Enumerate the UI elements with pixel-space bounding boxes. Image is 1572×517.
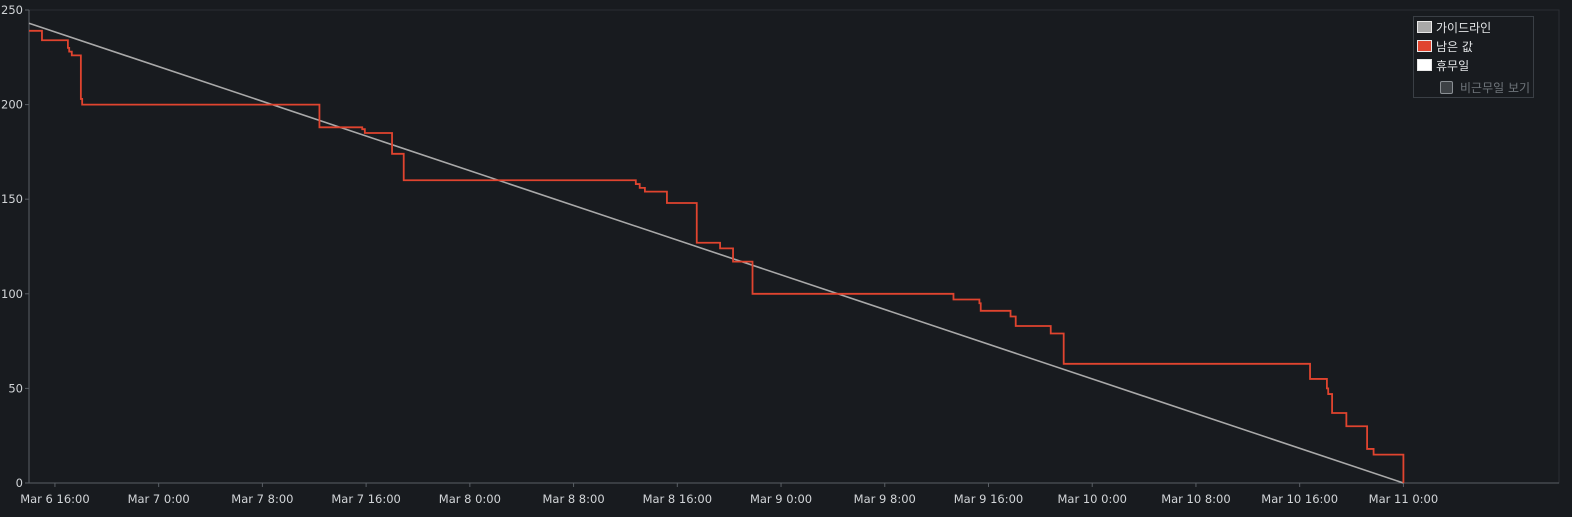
x-tick-label: Mar 10 8:00 [1161, 492, 1230, 506]
y-tick-label: 150 [1, 192, 23, 206]
x-tick-label: Mar 8 0:00 [439, 492, 501, 506]
y-tick-label: 200 [1, 98, 23, 112]
legend-swatch-holiday [1417, 59, 1432, 71]
show-nonworking-days-label: 비근무일 보기 [1460, 79, 1530, 96]
x-tick-label: Mar 7 0:00 [128, 492, 190, 506]
x-tick-label: Mar 9 16:00 [954, 492, 1023, 506]
x-tick-label: Mar 9 8:00 [854, 492, 916, 506]
series-line-1 [29, 31, 1403, 483]
axis-layer: 0 50 100 150 200 250 Mar 6 16:00 Mar 7 0:00 Mar … [1, 3, 1559, 506]
x-tick-label: Mar 7 16:00 [331, 492, 400, 506]
x-tick-label: Mar 8 8:00 [542, 492, 604, 506]
legend-item-remaining[interactable]: 남은 값 [1417, 38, 1473, 54]
legend-swatch-remaining [1417, 40, 1432, 52]
legend-item-holiday[interactable]: 휴무일 [1417, 57, 1469, 73]
plot-frame [29, 10, 1559, 483]
legend-swatch-guideline [1417, 21, 1432, 33]
legend-label-guideline: 가이드라인 [1436, 19, 1491, 36]
x-tick-label: Mar 6 16:00 [20, 492, 89, 506]
show-nonworking-days-toggle[interactable]: 비근무일 보기 [1440, 79, 1530, 96]
chart-legend: 가이드라인 남은 값 휴무일 비근무일 보기 [1413, 16, 1534, 98]
x-tick-label: Mar 9 0:00 [750, 492, 812, 506]
show-nonworking-days-checkbox[interactable] [1440, 81, 1453, 94]
y-tick-label: 50 [8, 381, 23, 395]
legend-label-holiday: 휴무일 [1436, 57, 1469, 74]
x-tick-label: Mar 10 16:00 [1261, 492, 1338, 506]
y-tick-label: 0 [16, 476, 23, 490]
x-tick-label: Mar 10 0:00 [1057, 492, 1126, 506]
legend-label-remaining: 남은 값 [1436, 38, 1473, 55]
legend-item-guideline[interactable]: 가이드라인 [1417, 19, 1491, 35]
grid-layer [29, 10, 1559, 483]
y-tick-label: 250 [1, 3, 23, 17]
x-tick-label: Mar 11 0:00 [1369, 492, 1438, 506]
series-line-0 [29, 23, 1403, 483]
y-tick-label: 100 [1, 287, 23, 301]
series-layer [29, 23, 1403, 483]
x-tick-label: Mar 8 16:00 [643, 492, 712, 506]
x-tick-label: Mar 7 8:00 [231, 492, 293, 506]
